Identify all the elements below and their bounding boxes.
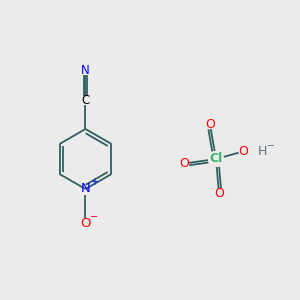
Text: O: O <box>214 187 224 200</box>
Text: O: O <box>238 145 248 158</box>
Text: N: N <box>81 182 90 196</box>
Text: O: O <box>180 157 189 170</box>
Text: −: − <box>267 140 275 151</box>
Text: −: − <box>90 212 98 222</box>
Text: Cl: Cl <box>209 152 223 166</box>
Text: O: O <box>80 217 91 230</box>
Text: C: C <box>81 94 90 107</box>
Text: N: N <box>81 64 90 77</box>
Text: +: + <box>90 177 98 188</box>
Text: H: H <box>258 145 267 158</box>
Text: O: O <box>205 118 215 131</box>
